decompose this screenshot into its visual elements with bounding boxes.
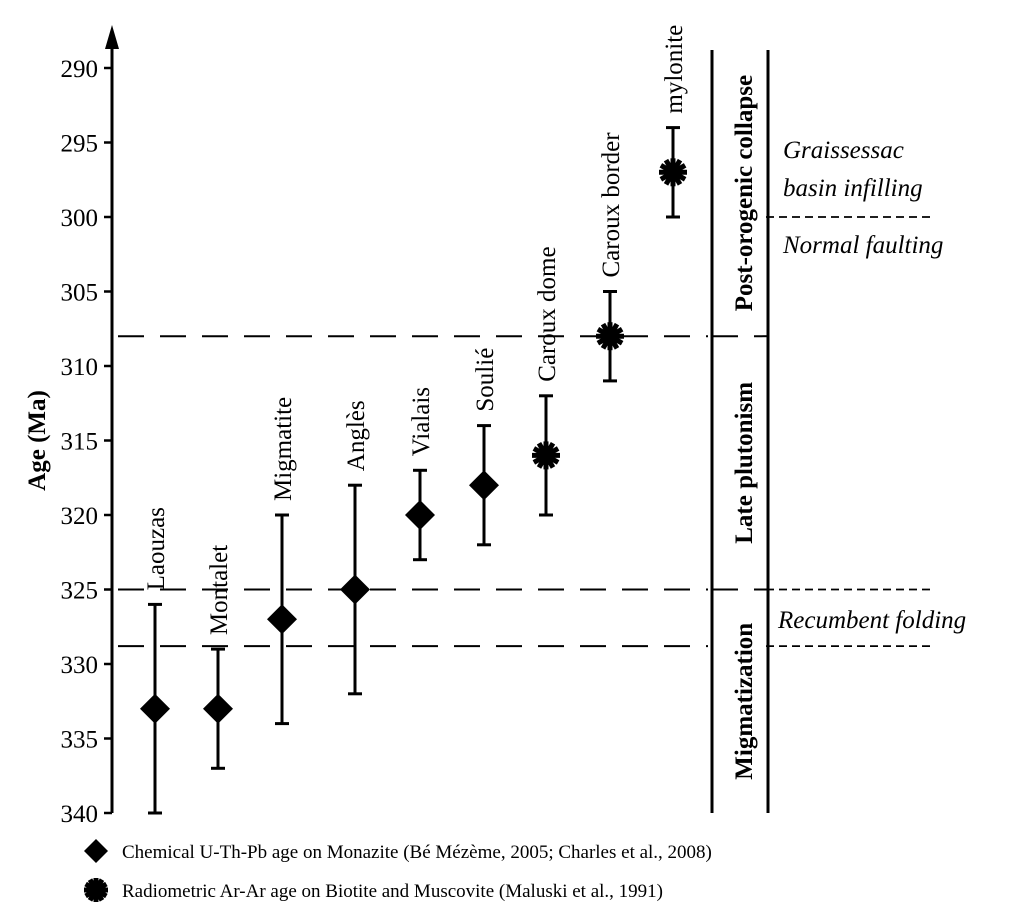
sample-label: Soulié bbox=[472, 348, 499, 412]
y-axis-arrow-icon bbox=[105, 25, 119, 49]
y-tick-label: 315 bbox=[61, 429, 99, 456]
diamond-marker-icon bbox=[203, 693, 233, 724]
diamond-marker-icon bbox=[140, 693, 170, 724]
data-point: Migmatite bbox=[267, 397, 297, 726]
sample-label: Vialais bbox=[408, 387, 435, 456]
y-axis-label: Age (Ma) bbox=[24, 390, 51, 491]
diamond-marker-icon bbox=[267, 604, 297, 635]
legend-label: Chemical U-Th-Pb age on Monazite (Bé Méz… bbox=[122, 842, 712, 863]
y-axis: 290 295 300 305 310 315 320 325 330 335 340 bbox=[61, 25, 119, 828]
y-tick-label: 340 bbox=[61, 801, 99, 828]
event-label: Recumbent folding bbox=[777, 607, 966, 634]
data-point: Montalet bbox=[203, 545, 233, 770]
asterisk-marker-icon bbox=[532, 441, 560, 470]
sample-label: Caroux dome bbox=[534, 246, 561, 381]
data-point: Caroux dome bbox=[532, 246, 561, 517]
asterisk-marker-icon bbox=[659, 158, 687, 187]
sample-label: Caroux border bbox=[598, 132, 625, 278]
phase-boundaries bbox=[118, 335, 708, 648]
phase-column: Post-orogenic collapse Late plutonism Migm… bbox=[710, 50, 770, 813]
event-column: Graissessac basin infilling Normal faultin… bbox=[766, 137, 966, 648]
data-point: mylonite bbox=[659, 25, 688, 219]
y-tick-label: 305 bbox=[61, 280, 99, 307]
legend-item: Chemical U-Th-Pb age on Monazite (Bé Méz… bbox=[84, 839, 712, 863]
y-tick-label: 330 bbox=[61, 652, 99, 679]
y-tick-label: 290 bbox=[61, 56, 99, 83]
data-points: Laouzas Montalet Migmatite Anglès Vialais Sou… bbox=[140, 25, 688, 815]
sample-label: Anglès bbox=[343, 400, 370, 471]
y-tick-label: 310 bbox=[61, 354, 99, 381]
phase-label: Late plutonism bbox=[731, 382, 758, 544]
diamond-legend-icon bbox=[84, 839, 108, 863]
data-point: Laouzas bbox=[140, 507, 170, 815]
y-tick-label: 335 bbox=[61, 727, 99, 754]
sample-label: Montalet bbox=[206, 545, 233, 635]
sample-label: mylonite bbox=[661, 25, 688, 114]
legend-label: Radiometric Ar-Ar age on Biotite and Mus… bbox=[122, 881, 663, 902]
asterisk-marker-icon bbox=[596, 322, 624, 351]
y-tick-label: 320 bbox=[61, 503, 99, 530]
asterisk-legend-icon bbox=[84, 878, 108, 902]
event-label: Normal faulting bbox=[782, 232, 943, 259]
legend-item: Radiometric Ar-Ar age on Biotite and Mus… bbox=[84, 878, 663, 902]
phase-label: Post-orogenic collapse bbox=[731, 75, 758, 311]
sample-label: Migmatite bbox=[270, 397, 297, 501]
diamond-marker-icon bbox=[405, 500, 435, 530]
y-tick-label: 325 bbox=[61, 578, 99, 605]
sample-label: Laouzas bbox=[143, 507, 170, 590]
data-point: Caroux border bbox=[596, 132, 625, 383]
legend: Chemical U-Th-Pb age on Monazite (Bé Méz… bbox=[84, 839, 712, 902]
event-label: Graissessac bbox=[783, 137, 904, 164]
y-tick-label: 295 bbox=[61, 131, 99, 158]
diamond-marker-icon bbox=[340, 574, 370, 605]
y-tick-label: 300 bbox=[61, 205, 99, 232]
data-point: Anglès bbox=[340, 400, 370, 696]
data-point: Soulié bbox=[469, 348, 499, 547]
event-label: basin infilling bbox=[783, 175, 923, 202]
phase-label: Migmatization bbox=[731, 623, 758, 780]
data-point: Vialais bbox=[405, 387, 435, 562]
diamond-marker-icon bbox=[469, 470, 499, 501]
